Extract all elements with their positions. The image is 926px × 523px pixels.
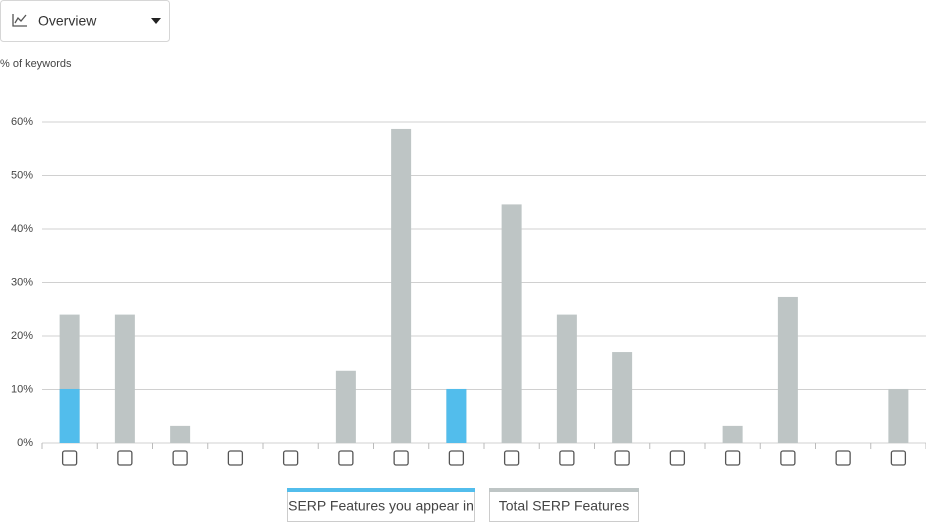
category-icon	[393, 450, 409, 466]
category-icon	[61, 450, 78, 466]
category-icon	[724, 450, 741, 466]
legend-swatch	[489, 488, 639, 492]
legend-item[interactable]	[489, 489, 639, 522]
category-icon	[282, 450, 299, 466]
legend-swatch	[287, 488, 475, 492]
category-icon	[227, 450, 244, 466]
y-tick-label: 50%	[11, 169, 33, 181]
bar	[888, 388, 909, 443]
dropdown-label[interactable]: Overview	[38, 13, 97, 29]
bar	[722, 425, 743, 443]
dropdown-caret[interactable]	[151, 18, 161, 24]
bar	[59, 388, 80, 443]
y-tick-label: 30%	[11, 276, 33, 288]
category-icon	[117, 450, 133, 466]
category-icon	[503, 450, 520, 466]
bar	[170, 425, 191, 443]
category-icon	[669, 450, 686, 466]
y-tick-label: 0%	[17, 437, 33, 449]
category-icon	[780, 450, 796, 466]
legend-item[interactable]	[287, 489, 475, 522]
category-icon	[614, 450, 630, 466]
bar	[335, 370, 356, 443]
bar	[556, 314, 577, 443]
y-tick-label: 60%	[11, 116, 33, 128]
bar	[391, 128, 412, 443]
y-axis-label: % of keywords	[0, 58, 72, 70]
category-icon	[338, 450, 354, 466]
bar	[501, 204, 522, 443]
legend-label: SERP Features you appear in	[288, 498, 474, 514]
category-icon	[835, 450, 851, 466]
bar	[114, 314, 135, 443]
y-tick-label: 40%	[11, 223, 33, 235]
legend-label: Total SERP Features	[499, 498, 629, 514]
category-icon	[448, 450, 465, 466]
dropdown-icon-line	[14, 14, 27, 24]
bar	[446, 388, 467, 443]
dropdown[interactable]	[0, 0, 170, 42]
bar	[777, 296, 798, 443]
category-icon	[890, 450, 907, 466]
y-tick-label: 10%	[11, 383, 33, 395]
y-tick-label: 20%	[11, 330, 33, 342]
category-icon	[172, 450, 188, 466]
category-icon	[559, 450, 575, 466]
bar	[612, 352, 633, 443]
dropdown-icon-axis	[12, 14, 27, 27]
